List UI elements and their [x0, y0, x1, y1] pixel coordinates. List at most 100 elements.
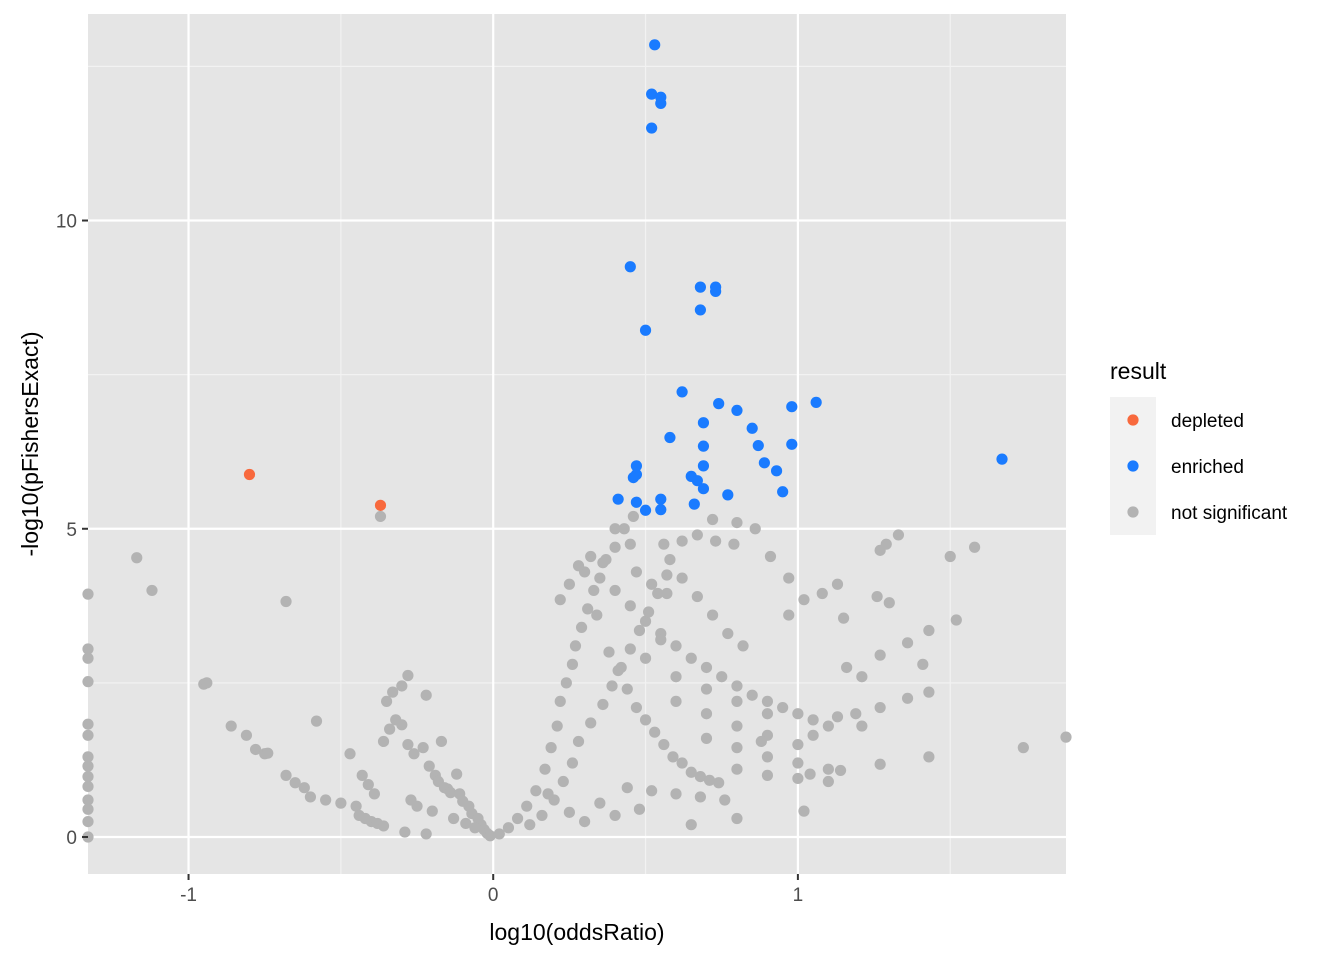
point-not-significant [627, 510, 639, 523]
point-not-significant [722, 627, 734, 640]
point-not-significant [298, 782, 310, 794]
point-not-significant [82, 803, 94, 815]
point-not-significant [761, 751, 774, 763]
point-not-significant [469, 822, 481, 834]
point-depleted [374, 499, 387, 511]
point-not-significant [356, 769, 368, 781]
point-not-significant [923, 686, 935, 698]
point-not-significant [594, 572, 606, 584]
point-enriched [777, 486, 789, 498]
point-not-significant [664, 553, 676, 566]
point-not-significant [700, 683, 713, 695]
point-not-significant [731, 517, 743, 529]
point-not-significant [676, 757, 688, 769]
point-not-significant [201, 677, 213, 689]
point-not-significant [822, 775, 834, 788]
point-not-significant [362, 779, 374, 791]
point-not-significant [667, 751, 679, 763]
point-not-significant [402, 669, 414, 682]
point-not-significant [685, 766, 697, 778]
legend-label-depleted: depleted [1171, 411, 1244, 432]
point-enriched [655, 493, 667, 505]
point-enriched [646, 88, 658, 100]
point-not-significant [572, 735, 585, 748]
point-not-significant [917, 658, 929, 670]
point-not-significant [560, 677, 572, 689]
point-not-significant [572, 560, 585, 572]
point-not-significant [834, 764, 847, 777]
point-not-significant [82, 729, 94, 741]
point-not-significant [731, 695, 743, 707]
point-not-significant [609, 541, 621, 553]
point-enriched [655, 97, 667, 109]
point-not-significant [545, 742, 557, 754]
point-enriched [752, 439, 764, 452]
point-not-significant [380, 695, 393, 707]
x-tick-label: 1 [793, 885, 804, 906]
point-not-significant [579, 815, 591, 828]
point-not-significant [892, 529, 905, 541]
point-not-significant [335, 797, 347, 809]
point-not-significant [240, 729, 253, 741]
point-not-significant [1017, 742, 1029, 754]
point-not-significant [816, 587, 828, 600]
point-not-significant [530, 785, 542, 797]
point-not-significant [749, 523, 761, 535]
point-not-significant [131, 552, 143, 564]
point-not-significant [621, 782, 633, 794]
point-not-significant [831, 711, 844, 723]
point-not-significant [310, 715, 323, 727]
point-not-significant [82, 780, 94, 793]
point-not-significant [691, 529, 703, 541]
point-not-significant [841, 661, 853, 674]
point-enriched [786, 438, 798, 450]
point-not-significant [792, 757, 804, 769]
point-not-significant [408, 748, 420, 760]
point-not-significant [713, 777, 725, 789]
point-not-significant [883, 597, 895, 609]
point-not-significant [411, 800, 423, 812]
point-not-significant [603, 646, 615, 658]
point-not-significant [280, 769, 292, 781]
point-not-significant [624, 643, 636, 655]
point-not-significant [460, 817, 472, 830]
point-not-significant [448, 812, 460, 825]
point-not-significant [249, 743, 262, 756]
y-axis-title: -log10(pFishersExact) [17, 332, 43, 557]
point-not-significant [694, 791, 706, 803]
point-not-significant [676, 572, 688, 584]
point-enriched [810, 396, 822, 408]
point-not-significant [798, 805, 810, 817]
point-not-significant [609, 584, 621, 597]
point-not-significant [493, 828, 505, 840]
point-not-significant [624, 538, 636, 550]
point-not-significant [746, 689, 758, 701]
point-not-significant [554, 594, 566, 606]
legend-swatch-enriched [1127, 460, 1139, 472]
legend: result depleted enriched not significant [1110, 358, 1288, 535]
point-not-significant [646, 578, 658, 590]
point-enriched [786, 401, 798, 413]
point-not-significant [344, 748, 356, 760]
point-not-significant [700, 708, 713, 720]
point-not-significant [82, 652, 94, 664]
point-not-significant [676, 535, 688, 547]
point-enriched [697, 483, 710, 495]
point-not-significant [563, 806, 575, 818]
point-not-significant [807, 729, 819, 741]
point-enriched [624, 261, 636, 273]
point-not-significant [850, 708, 862, 720]
point-not-significant [658, 538, 670, 550]
point-enriched [694, 281, 706, 293]
legend-label-enriched: enriched [1171, 457, 1244, 478]
point-not-significant [719, 794, 731, 806]
point-not-significant [420, 689, 432, 701]
point-enriched [646, 122, 658, 134]
point-not-significant [874, 758, 886, 770]
point-not-significant [700, 732, 713, 744]
point-not-significant [761, 769, 774, 781]
point-not-significant [901, 637, 914, 649]
point-not-significant [798, 594, 810, 606]
point-not-significant [569, 640, 582, 652]
point-not-significant [624, 600, 636, 612]
